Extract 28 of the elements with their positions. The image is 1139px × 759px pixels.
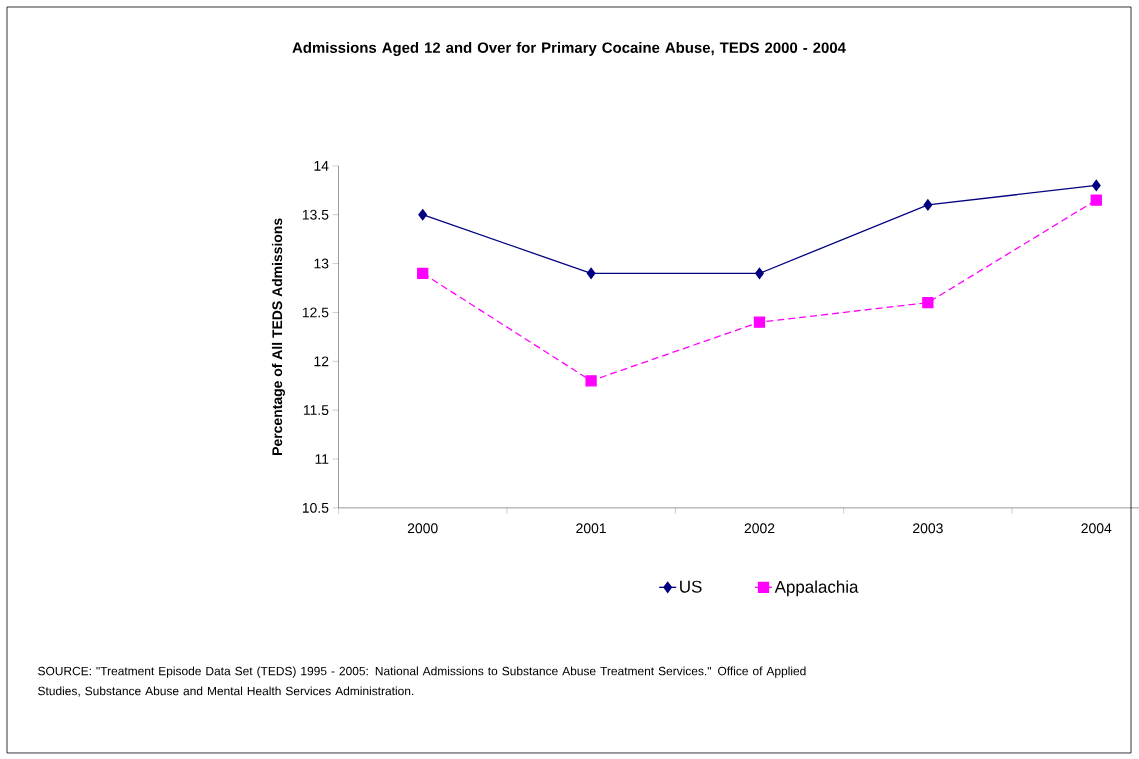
point [585, 375, 597, 387]
y-tick-label: 13.5 [302, 209, 329, 220]
point [417, 267, 429, 279]
legend-label: US [680, 580, 702, 593]
source-note: SOURCE: "Treatment Episode Data Set (TEDS) 1995 - 2005: National Admissions to Substance Abuse Treatment Services." Office of Applied Studies, Substance Abuse and Mental Health Services Administration. [38, 666, 806, 697]
y-tick-label: 12.5 [302, 307, 329, 318]
point [1090, 194, 1102, 206]
x-tick-label: 2001 [576, 523, 606, 534]
point [755, 267, 764, 279]
y-tick-label: 12 [314, 356, 329, 367]
point [418, 209, 428, 221]
chart-title: Admissions Aged 12 and Over for Primary Cocaine Abuse, TEDS 2000 - 2004 [292, 41, 846, 56]
point [1091, 179, 1101, 192]
point [586, 267, 596, 279]
y-tick-label: 14 [314, 161, 329, 171]
y-tick-label: 11.5 [303, 405, 329, 416]
x-tick-label: 2002 [744, 523, 775, 534]
y-tick-label: 13 [314, 258, 329, 269]
legend-label: Appalachia [774, 580, 859, 597]
point [753, 316, 766, 328]
x-tick-label: 2003 [913, 523, 943, 534]
x-tick-label: 2004 [1081, 523, 1112, 534]
point [922, 297, 934, 309]
x-tick-label: 2000 [407, 523, 438, 534]
point [923, 199, 933, 211]
y-tick-label: 11 [315, 454, 329, 464]
y-axis-title: Percentage of All TEDS Admissions [271, 218, 285, 455]
y-tick-label: 10.5 [302, 502, 329, 513]
